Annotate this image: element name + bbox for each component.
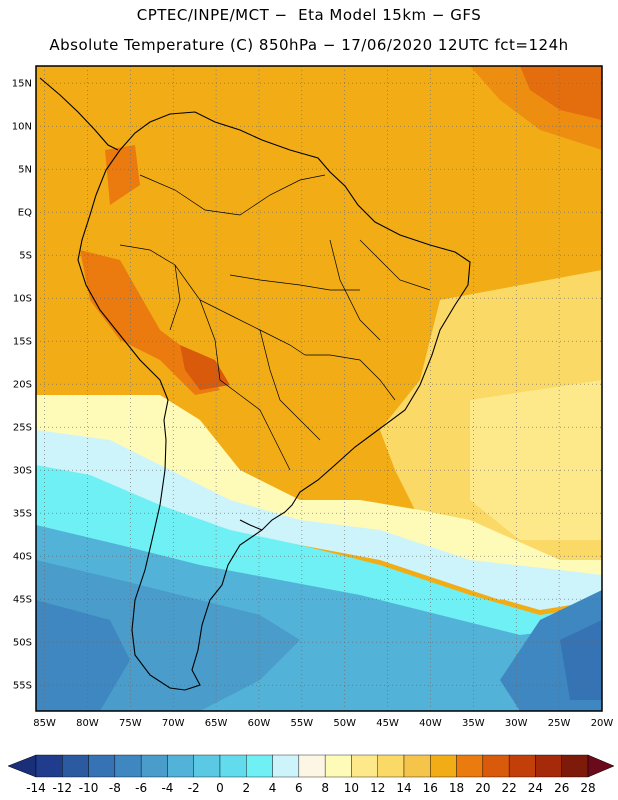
coastline	[39, 77, 471, 691]
colorbar-label: 14	[396, 781, 411, 795]
coldest-region-southeast	[560, 620, 602, 700]
colorbar-swatch	[272, 754, 300, 778]
colorbar-labels: -14 -12 -10 -8 -6 -4 -2 0 2 4 6 8 10 12 14 16 18 20 22 24 26…	[26, 781, 595, 795]
map-border	[35, 65, 603, 712]
colorbar-label: -6	[135, 781, 147, 795]
colorbar-swatch	[351, 754, 378, 778]
colorbar-label: -12	[52, 781, 72, 795]
colorbar-label: 18	[449, 781, 464, 795]
colorbar	[7, 754, 615, 778]
longitude-label: 70W	[162, 718, 185, 729]
latitude-label: 10S	[13, 294, 32, 305]
latitude-label: 55S	[13, 681, 32, 692]
colorbar-label: 26	[554, 781, 569, 795]
colorbar-label: 8	[321, 781, 329, 795]
colorbar-swatch	[167, 754, 194, 778]
latitude-label: 45S	[13, 595, 32, 606]
longitude-label: 65W	[205, 718, 228, 729]
longitude-label: 40W	[419, 718, 442, 729]
title-line-2: Absolute Temperature (C) 850hPa − 17/06/…	[49, 36, 569, 54]
longitude-label: 80W	[76, 718, 99, 729]
longitude-label: 45W	[376, 718, 399, 729]
latitude-label: 5S	[19, 251, 32, 262]
colorbar-swatch	[140, 754, 168, 778]
latitude-labels: 15N 10N 5N EQ 5S 10S 15S 20S 25S 30S 35S 40S 45S 50S 5…	[12, 79, 32, 692]
transition-band	[36, 395, 602, 590]
colorbar-swatch	[35, 754, 63, 778]
longitude-label: 75W	[119, 718, 142, 729]
longitude-label: 55W	[291, 718, 314, 729]
colorbar-swatch	[456, 754, 484, 778]
colorbar-label: 28	[580, 781, 595, 795]
longitude-label: 85W	[33, 718, 56, 729]
colorbar-label: 24	[528, 781, 543, 795]
colorbar-label: 10	[344, 781, 359, 795]
colorbar-swatch	[403, 754, 431, 778]
longitude-label: 25W	[548, 718, 571, 729]
colorbar-swatch	[561, 754, 589, 778]
colorbar-label: 22	[502, 781, 517, 795]
longitude-label: 35W	[462, 718, 485, 729]
longitude-label: 30W	[505, 718, 528, 729]
longitude-label: 60W	[248, 718, 271, 729]
colorbar-swatch	[114, 754, 142, 778]
colorbar-label: -8	[109, 781, 121, 795]
latitude-label: 10N	[12, 122, 32, 133]
colorbar-label: 4	[269, 781, 277, 795]
colorbar-label: -10	[79, 781, 99, 795]
colorbar-label: 0	[216, 781, 224, 795]
latitude-label: 5N	[18, 165, 32, 176]
colorbar-swatch	[88, 754, 116, 778]
cool-band	[36, 430, 602, 610]
latitude-label: 25S	[13, 423, 32, 434]
cool-patch	[470, 570, 540, 600]
title-line-1: CPTEC/INPE/MCT − Eta Model 15km − GFS	[136, 6, 482, 24]
colorbar-swatch	[193, 754, 221, 778]
colorbar-swatch	[298, 754, 326, 778]
longitude-label: 20W	[591, 718, 614, 729]
hot-region-colombia	[105, 145, 140, 205]
colorbar-label: 12	[370, 781, 385, 795]
colorbar-label: 20	[475, 781, 490, 795]
latitude-label: 50S	[13, 638, 32, 649]
colorbar-label: -2	[188, 781, 200, 795]
colorbar-label: 6	[295, 781, 303, 795]
colorbar-swatch	[219, 754, 247, 778]
longitude-label: 50W	[333, 718, 356, 729]
latitude-label: 30S	[13, 466, 32, 477]
cold-band	[36, 465, 602, 640]
latitude-label: 40S	[13, 552, 32, 563]
latitude-label: 15S	[13, 337, 32, 348]
colorbar-swatch	[508, 754, 536, 778]
colorbar-label: 16	[423, 781, 438, 795]
colorbar-swatch	[62, 754, 89, 778]
coldest-region-southwest	[36, 600, 130, 711]
colorbar-label: 2	[242, 781, 250, 795]
hot-region-chaco	[180, 345, 230, 390]
temperature-field	[36, 66, 602, 711]
country-borders	[119, 174, 431, 471]
colorbar-swatch	[377, 754, 405, 778]
latitude-label: 20S	[13, 380, 32, 391]
colorbar-label: -14	[26, 781, 46, 795]
colorbar-swatch	[246, 754, 273, 778]
latitude-label: 35S	[13, 509, 32, 520]
colorbar-swatch	[535, 754, 562, 778]
colorbar-swatch	[324, 754, 352, 778]
latitude-label: EQ	[18, 208, 32, 219]
colorbar-swatch	[482, 754, 510, 778]
latitude-label: 15N	[12, 79, 32, 90]
mild-region-south-atlantic	[470, 380, 602, 540]
warm-region-northeast	[470, 66, 602, 150]
colorbar-over-arrow	[587, 754, 615, 778]
colorbar-label: -4	[161, 781, 173, 795]
colorbar-under-arrow	[7, 754, 37, 778]
colorbar-swatch	[430, 754, 457, 778]
longitude-labels: 85W 80W 75W 70W 65W 60W 55W 50W 45W 40W 35W 30W 25W 2…	[33, 718, 613, 729]
